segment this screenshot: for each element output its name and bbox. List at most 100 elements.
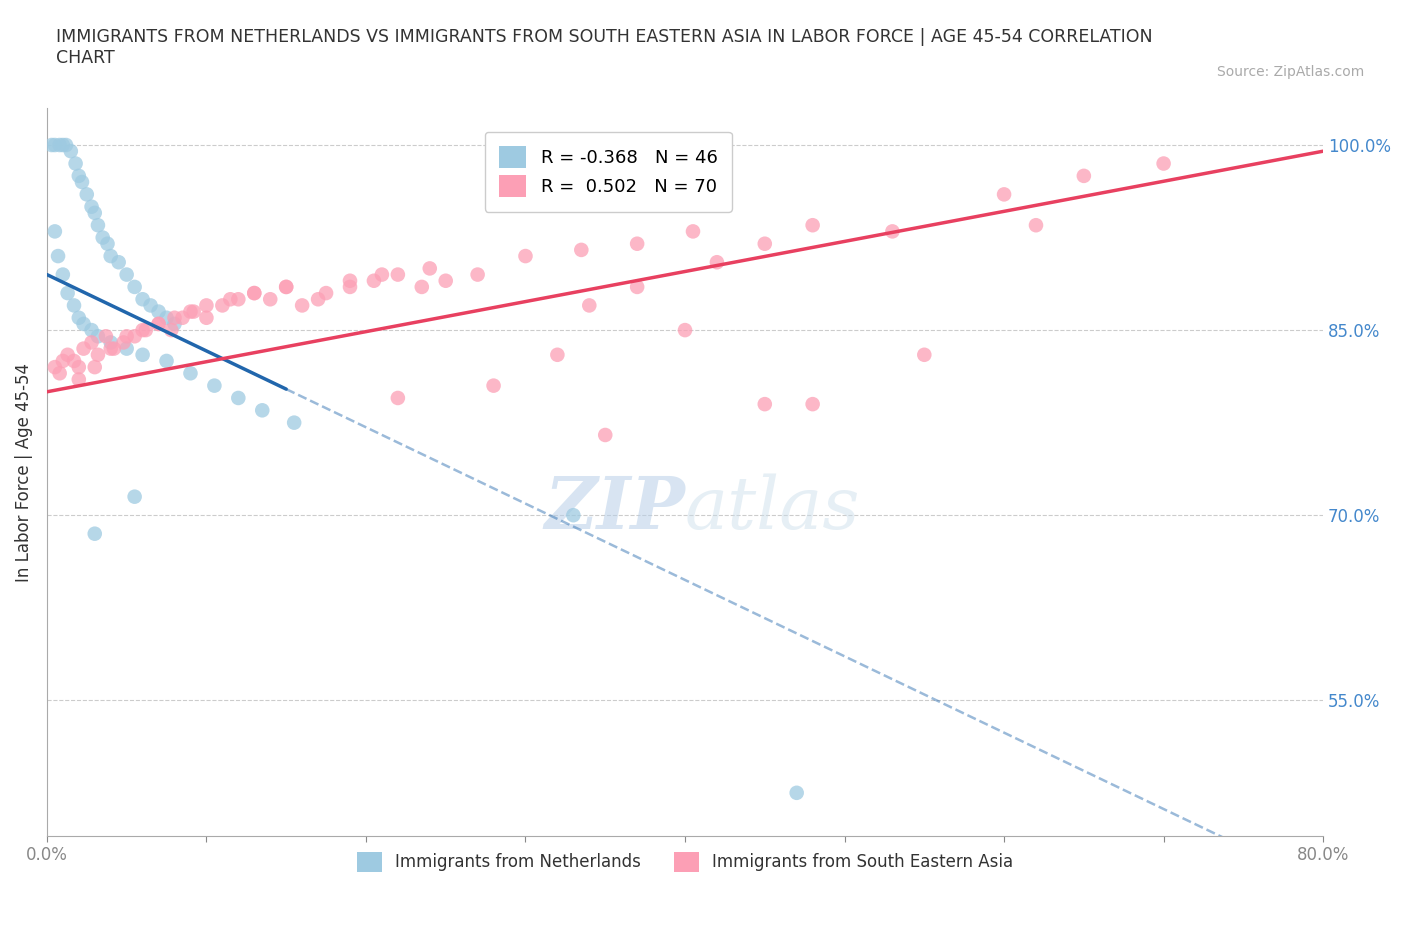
- Point: [243, 286, 266, 300]
- Point: [91, 230, 114, 245]
- Point: [195, 311, 218, 325]
- Point: [100, 341, 122, 356]
- Point: [163, 311, 186, 325]
- Point: [115, 341, 138, 356]
- Point: [55, 138, 77, 153]
- Point: [59, 144, 82, 159]
- Point: [124, 280, 146, 295]
- Point: [139, 298, 162, 312]
- Point: [467, 267, 489, 282]
- Point: [100, 248, 122, 263]
- Point: [202, 379, 225, 393]
- Point: [46, 248, 69, 263]
- Point: [83, 206, 105, 220]
- Point: [706, 255, 728, 270]
- Point: [70, 175, 93, 190]
- Point: [67, 360, 90, 375]
- Point: [131, 292, 153, 307]
- Point: [307, 292, 329, 307]
- Text: Source: ZipAtlas.com: Source: ZipAtlas.com: [1216, 65, 1364, 79]
- Point: [112, 335, 135, 350]
- Point: [72, 341, 94, 356]
- Point: [801, 397, 824, 412]
- Point: [228, 292, 250, 307]
- Point: [411, 280, 433, 295]
- Point: [912, 347, 935, 362]
- Point: [363, 273, 385, 288]
- Point: [148, 316, 170, 331]
- Point: [115, 329, 138, 344]
- Point: [96, 236, 118, 251]
- Point: [131, 347, 153, 362]
- Point: [339, 280, 361, 295]
- Point: [434, 273, 457, 288]
- Point: [339, 273, 361, 288]
- Point: [44, 360, 66, 375]
- Legend: Immigrants from Netherlands, Immigrants from South Eastern Asia: Immigrants from Netherlands, Immigrants …: [350, 845, 1021, 879]
- Point: [48, 365, 70, 380]
- Point: [259, 292, 281, 307]
- Point: [786, 785, 808, 800]
- Point: [80, 335, 103, 350]
- Point: [80, 199, 103, 214]
- Point: [291, 298, 314, 312]
- Point: [673, 323, 696, 338]
- Y-axis label: In Labor Force | Age 45-54: In Labor Force | Age 45-54: [15, 363, 32, 581]
- Point: [48, 138, 70, 153]
- Point: [626, 236, 648, 251]
- Point: [801, 218, 824, 232]
- Point: [100, 335, 122, 350]
- Point: [67, 168, 90, 183]
- Point: [562, 508, 585, 523]
- Point: [1073, 168, 1095, 183]
- Point: [135, 323, 157, 338]
- Point: [1025, 218, 1047, 232]
- Point: [371, 267, 394, 282]
- Point: [276, 280, 298, 295]
- Point: [754, 236, 776, 251]
- Point: [228, 391, 250, 405]
- Point: [211, 298, 233, 312]
- Point: [56, 347, 79, 362]
- Point: [124, 489, 146, 504]
- Point: [252, 403, 274, 418]
- Point: [682, 224, 704, 239]
- Point: [107, 255, 129, 270]
- Point: [546, 347, 568, 362]
- Point: [754, 397, 776, 412]
- Point: [155, 353, 177, 368]
- Point: [67, 311, 90, 325]
- Point: [103, 341, 125, 356]
- Point: [626, 280, 648, 295]
- Point: [219, 292, 242, 307]
- Text: IMMIGRANTS FROM NETHERLANDS VS IMMIGRANTS FROM SOUTH EASTERN ASIA IN LABOR FORCE: IMMIGRANTS FROM NETHERLANDS VS IMMIGRANT…: [56, 28, 1153, 67]
- Point: [83, 526, 105, 541]
- Point: [94, 329, 117, 344]
- Point: [276, 280, 298, 295]
- Point: [87, 329, 110, 344]
- Text: atlas: atlas: [685, 473, 860, 544]
- Point: [148, 316, 170, 331]
- Point: [148, 304, 170, 319]
- Point: [419, 261, 441, 276]
- Point: [387, 391, 409, 405]
- Point: [87, 347, 110, 362]
- Point: [569, 243, 592, 258]
- Point: [183, 304, 205, 319]
- Point: [179, 365, 201, 380]
- Point: [52, 353, 75, 368]
- Point: [80, 323, 103, 338]
- Point: [52, 138, 75, 153]
- Point: [243, 286, 266, 300]
- Point: [283, 415, 305, 430]
- Point: [195, 298, 218, 312]
- Point: [882, 224, 904, 239]
- Point: [41, 138, 63, 153]
- Point: [515, 248, 537, 263]
- Point: [87, 218, 110, 232]
- Point: [63, 353, 86, 368]
- Point: [63, 298, 86, 312]
- Point: [172, 311, 194, 325]
- Point: [593, 428, 616, 443]
- Point: [179, 304, 201, 319]
